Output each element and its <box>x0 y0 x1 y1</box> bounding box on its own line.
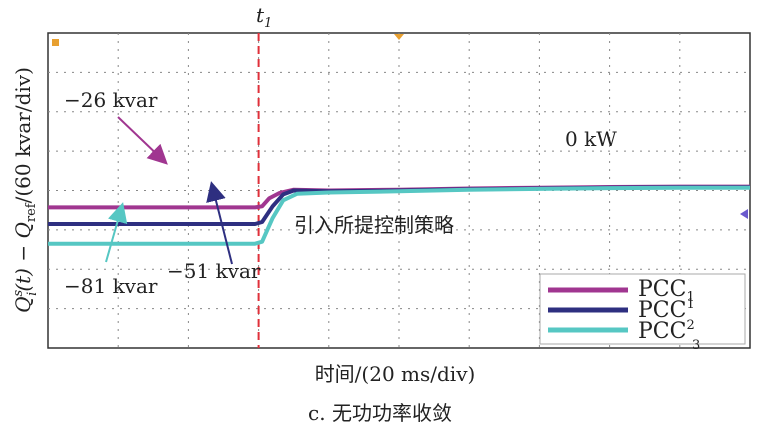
arrow-pcc2 <box>206 181 233 265</box>
scope-markers <box>52 34 748 219</box>
caption: c. 无功功率收敛 <box>308 401 452 425</box>
x-axis-label: 时间/(20 ms/div) <box>315 362 476 386</box>
label-pcc3-initial: −81 kvar <box>64 274 158 298</box>
arrow-pcc1 <box>117 116 168 165</box>
channel-marker <box>52 39 59 46</box>
event-marker-label: t1 <box>256 3 272 31</box>
label-final: 0 kW <box>565 127 617 151</box>
y-axis-label: Qsi(t) − Qref/(60 kvar/div) <box>11 67 40 313</box>
level-marker <box>740 209 748 219</box>
label-pcc1-initial: −26 kvar <box>64 88 158 112</box>
arrow-pcc3 <box>105 202 128 263</box>
series-line-pcc3 <box>48 185 750 246</box>
trigger-marker <box>394 34 404 40</box>
legend-label-pcc2: PCC1 <box>638 297 695 323</box>
label-pcc2-initial: −51 kvar <box>167 259 261 283</box>
legend: PCC1 PCC1 PCC2 3 <box>539 273 746 353</box>
legend-label-pcc1: PCC1 <box>638 277 695 305</box>
series-layer <box>48 184 750 246</box>
label-after-control: 引入所提控制策略 <box>294 213 454 237</box>
legend-label-pcc3: PCC2 <box>638 318 695 344</box>
legend-trailing-sub: 3 <box>692 338 700 353</box>
